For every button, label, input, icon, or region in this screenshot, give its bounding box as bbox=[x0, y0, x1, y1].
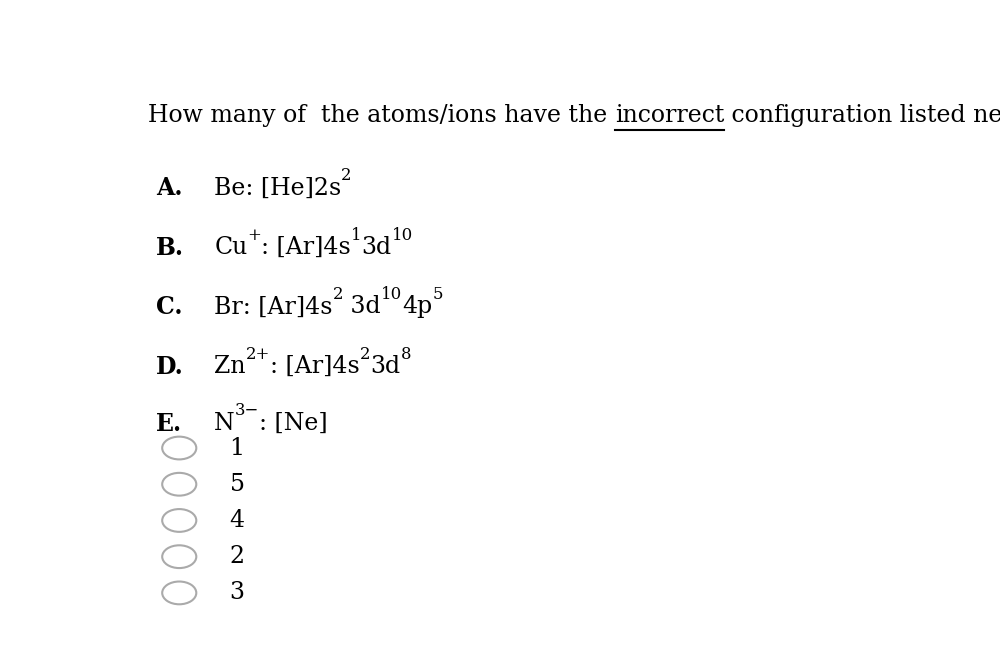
Text: 3d: 3d bbox=[343, 296, 381, 319]
Text: 2+: 2+ bbox=[246, 345, 270, 363]
Text: 2: 2 bbox=[360, 345, 370, 363]
Text: : [Ar]4s: : [Ar]4s bbox=[270, 355, 360, 378]
Text: 3−: 3− bbox=[235, 403, 259, 419]
Text: Br: [Ar]4s: Br: [Ar]4s bbox=[214, 296, 333, 319]
Text: 2: 2 bbox=[333, 286, 343, 303]
Text: C.: C. bbox=[156, 296, 182, 319]
Text: 10: 10 bbox=[392, 226, 413, 243]
Text: 1: 1 bbox=[351, 226, 362, 243]
Text: : [Ar]4s: : [Ar]4s bbox=[261, 236, 351, 259]
Text: A.: A. bbox=[156, 176, 182, 200]
Text: 5: 5 bbox=[230, 472, 245, 496]
Text: N: N bbox=[214, 412, 235, 435]
Text: 2: 2 bbox=[230, 545, 245, 569]
Text: Be: [He]2s: Be: [He]2s bbox=[214, 176, 341, 200]
Text: 3d: 3d bbox=[362, 236, 392, 259]
Text: D.: D. bbox=[156, 355, 184, 379]
Text: 3: 3 bbox=[230, 581, 245, 604]
Text: How many of  the atoms/ions have the: How many of the atoms/ions have the bbox=[148, 104, 615, 127]
Text: incorrect: incorrect bbox=[615, 104, 724, 127]
Text: Zn: Zn bbox=[214, 355, 246, 378]
Text: B.: B. bbox=[156, 236, 184, 260]
Text: 5: 5 bbox=[432, 286, 443, 303]
Text: configuration listed next to it.: configuration listed next to it. bbox=[724, 104, 1000, 127]
Text: 3d: 3d bbox=[370, 355, 400, 378]
Text: E.: E. bbox=[156, 412, 182, 436]
Text: +: + bbox=[247, 226, 261, 243]
Text: 10: 10 bbox=[381, 286, 402, 303]
Text: Cu: Cu bbox=[214, 236, 247, 259]
Text: 2: 2 bbox=[341, 167, 352, 184]
Text: 4p: 4p bbox=[402, 296, 432, 319]
Text: : [Ne]: : [Ne] bbox=[259, 412, 328, 435]
Text: 4: 4 bbox=[230, 509, 245, 532]
Text: 1: 1 bbox=[230, 437, 245, 460]
Text: 8: 8 bbox=[400, 345, 411, 363]
